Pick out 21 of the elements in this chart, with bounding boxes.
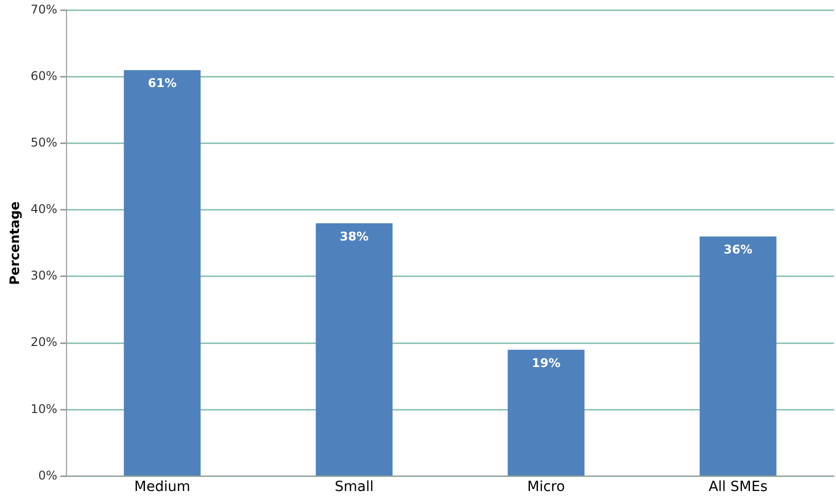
x-tick-label: Small: [334, 479, 374, 496]
y-tick-label: 60%: [30, 68, 58, 83]
y-tick-label: 70%: [30, 2, 58, 16]
data-label: 38%: [340, 229, 369, 244]
y-tick-label: 20%: [30, 335, 58, 350]
y-tick-label: 30%: [30, 268, 58, 283]
bar: [316, 223, 393, 476]
bar: [124, 70, 201, 476]
data-label: 19%: [532, 356, 560, 370]
x-tick-label: All SMEs: [708, 479, 768, 496]
bar: [700, 236, 776, 476]
y-tick-label: 0%: [38, 468, 58, 482]
data-label: 36%: [724, 242, 752, 257]
x-tick-label: Medium: [134, 479, 190, 496]
data-label: 61%: [148, 76, 177, 90]
y-tick-label: 40%: [30, 202, 58, 216]
bar: [508, 350, 584, 476]
y-tick-label: 10%: [30, 402, 58, 416]
y-tick-label: 50%: [30, 135, 58, 150]
x-tick-label: Micro: [527, 479, 565, 496]
y-axis-title: Percentage: [8, 201, 24, 286]
